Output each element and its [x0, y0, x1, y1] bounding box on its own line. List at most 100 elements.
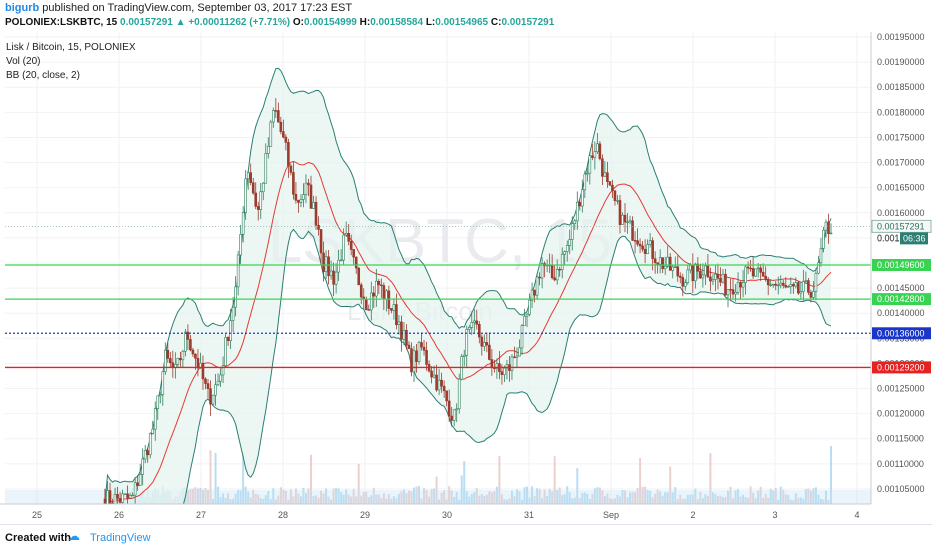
symbol-label: POLONIEX:LSKBTC, 15: [5, 17, 118, 28]
volume-bar: [727, 490, 730, 504]
price-axis[interactable]: 0.00105000 0.00110000 0.00115000 0.00120000…: [870, 32, 932, 504]
level-tag: [872, 361, 931, 374]
time-tick: 26: [114, 510, 124, 520]
volume-bar: [500, 494, 503, 504]
volume-bar: [706, 496, 709, 504]
volume-bar: [423, 488, 426, 504]
candle-body: [596, 143, 599, 152]
volume-fill: [5, 490, 871, 504]
candle-body: [251, 182, 255, 194]
volume-bar: [287, 499, 290, 504]
candle-body: [191, 349, 195, 355]
candle-body: [231, 306, 235, 321]
volume-bar: [274, 499, 277, 504]
volume-bar: [262, 498, 265, 504]
ma-price-label: 0.0015: [877, 233, 905, 243]
time-axis[interactable]: 25 26 27 28 29 30 31 Sep 2 3 4: [0, 503, 932, 524]
volume-bar: [440, 492, 443, 504]
candle-body: [523, 315, 526, 326]
last-price-label: 0.00157291: [877, 221, 925, 231]
candle-body: [681, 277, 685, 287]
candle-body: [804, 280, 808, 282]
candle-body: [432, 374, 436, 378]
volume-bar: [194, 487, 197, 504]
volume-bar: [827, 499, 830, 504]
volume-bar: [498, 455, 501, 504]
candle-body: [553, 277, 556, 281]
volume-bar: [739, 496, 742, 504]
candle-body: [437, 379, 441, 391]
volume-bar: [787, 494, 790, 504]
candle-body: [583, 173, 587, 191]
candle-body: [239, 234, 242, 256]
candle-body: [186, 331, 190, 340]
volume-bar: [315, 495, 318, 504]
volume-bar: [784, 494, 787, 504]
volume-bar: [395, 498, 398, 504]
candle-body: [528, 299, 531, 315]
volume-bar: [320, 490, 323, 504]
volume-bar: [360, 495, 363, 504]
candle-body: [121, 493, 124, 503]
volume-bar: [563, 494, 566, 504]
legend-bb: BB (20, close, 2): [6, 70, 80, 81]
volume-bar: [521, 499, 524, 504]
volume-bar: [822, 499, 825, 504]
volume-bar: [297, 493, 300, 504]
candle-body: [405, 329, 408, 346]
candle-body: [689, 265, 692, 271]
candle-body: [759, 267, 762, 273]
volume-bar: [809, 490, 812, 504]
volume-bar: [458, 499, 461, 504]
candle-body: [156, 395, 160, 409]
candle-body: [711, 279, 715, 282]
candle-body: [716, 273, 720, 279]
price-chart[interactable]: LSKBTC, 15 Lisk / Bitcoin 0.001050000.00…: [0, 32, 932, 524]
candle-body: [500, 371, 504, 375]
author-link[interactable]: bigurb: [5, 2, 40, 14]
volume-bar: [802, 498, 805, 504]
time-tick: 30: [442, 510, 452, 520]
candle-body: [226, 337, 230, 342]
volume-bar: [405, 493, 408, 504]
up-arrow-icon: ▲: [175, 17, 186, 28]
candle-body: [319, 229, 323, 254]
candle-body: [309, 184, 313, 209]
candle-body: [169, 358, 172, 364]
tradingview-brand[interactable]: TradingView: [90, 532, 151, 544]
candle-body: [771, 283, 775, 286]
candle-body: [472, 320, 476, 323]
volume-bar: [759, 486, 762, 504]
candle-body: [457, 378, 461, 410]
low-label: L:: [425, 17, 436, 28]
candle-body: [354, 256, 358, 269]
price-tick: 0.00115000: [877, 434, 924, 444]
candle-body: [410, 348, 413, 373]
volume-bar: [538, 488, 541, 504]
volume-bar: [824, 490, 827, 504]
volume-bar: [199, 487, 202, 504]
candle-body: [407, 344, 411, 349]
volume-bar: [357, 463, 360, 504]
candle-body: [761, 271, 765, 277]
candle-body: [204, 378, 207, 384]
candle-body: [653, 258, 657, 264]
candle-body: [827, 221, 830, 235]
volume-bar: [684, 498, 687, 504]
volume-bar: [483, 495, 486, 504]
volume-bar: [367, 497, 370, 504]
volume-bar: [709, 453, 712, 504]
candle-body: [397, 321, 401, 326]
volume-bar: [618, 496, 621, 504]
volume-bar: [465, 491, 468, 504]
candle-body: [161, 371, 165, 395]
volume-bar: [433, 488, 436, 504]
candle-body: [359, 284, 363, 298]
volume-bar: [277, 495, 280, 504]
legend-volume: Vol (20): [6, 56, 40, 67]
candle-body: [515, 355, 519, 358]
volume-bar: [490, 492, 493, 504]
candle-body: [420, 342, 423, 348]
candle-body: [118, 498, 122, 503]
tradingview-logo-icon[interactable]: ☁: [68, 529, 80, 543]
